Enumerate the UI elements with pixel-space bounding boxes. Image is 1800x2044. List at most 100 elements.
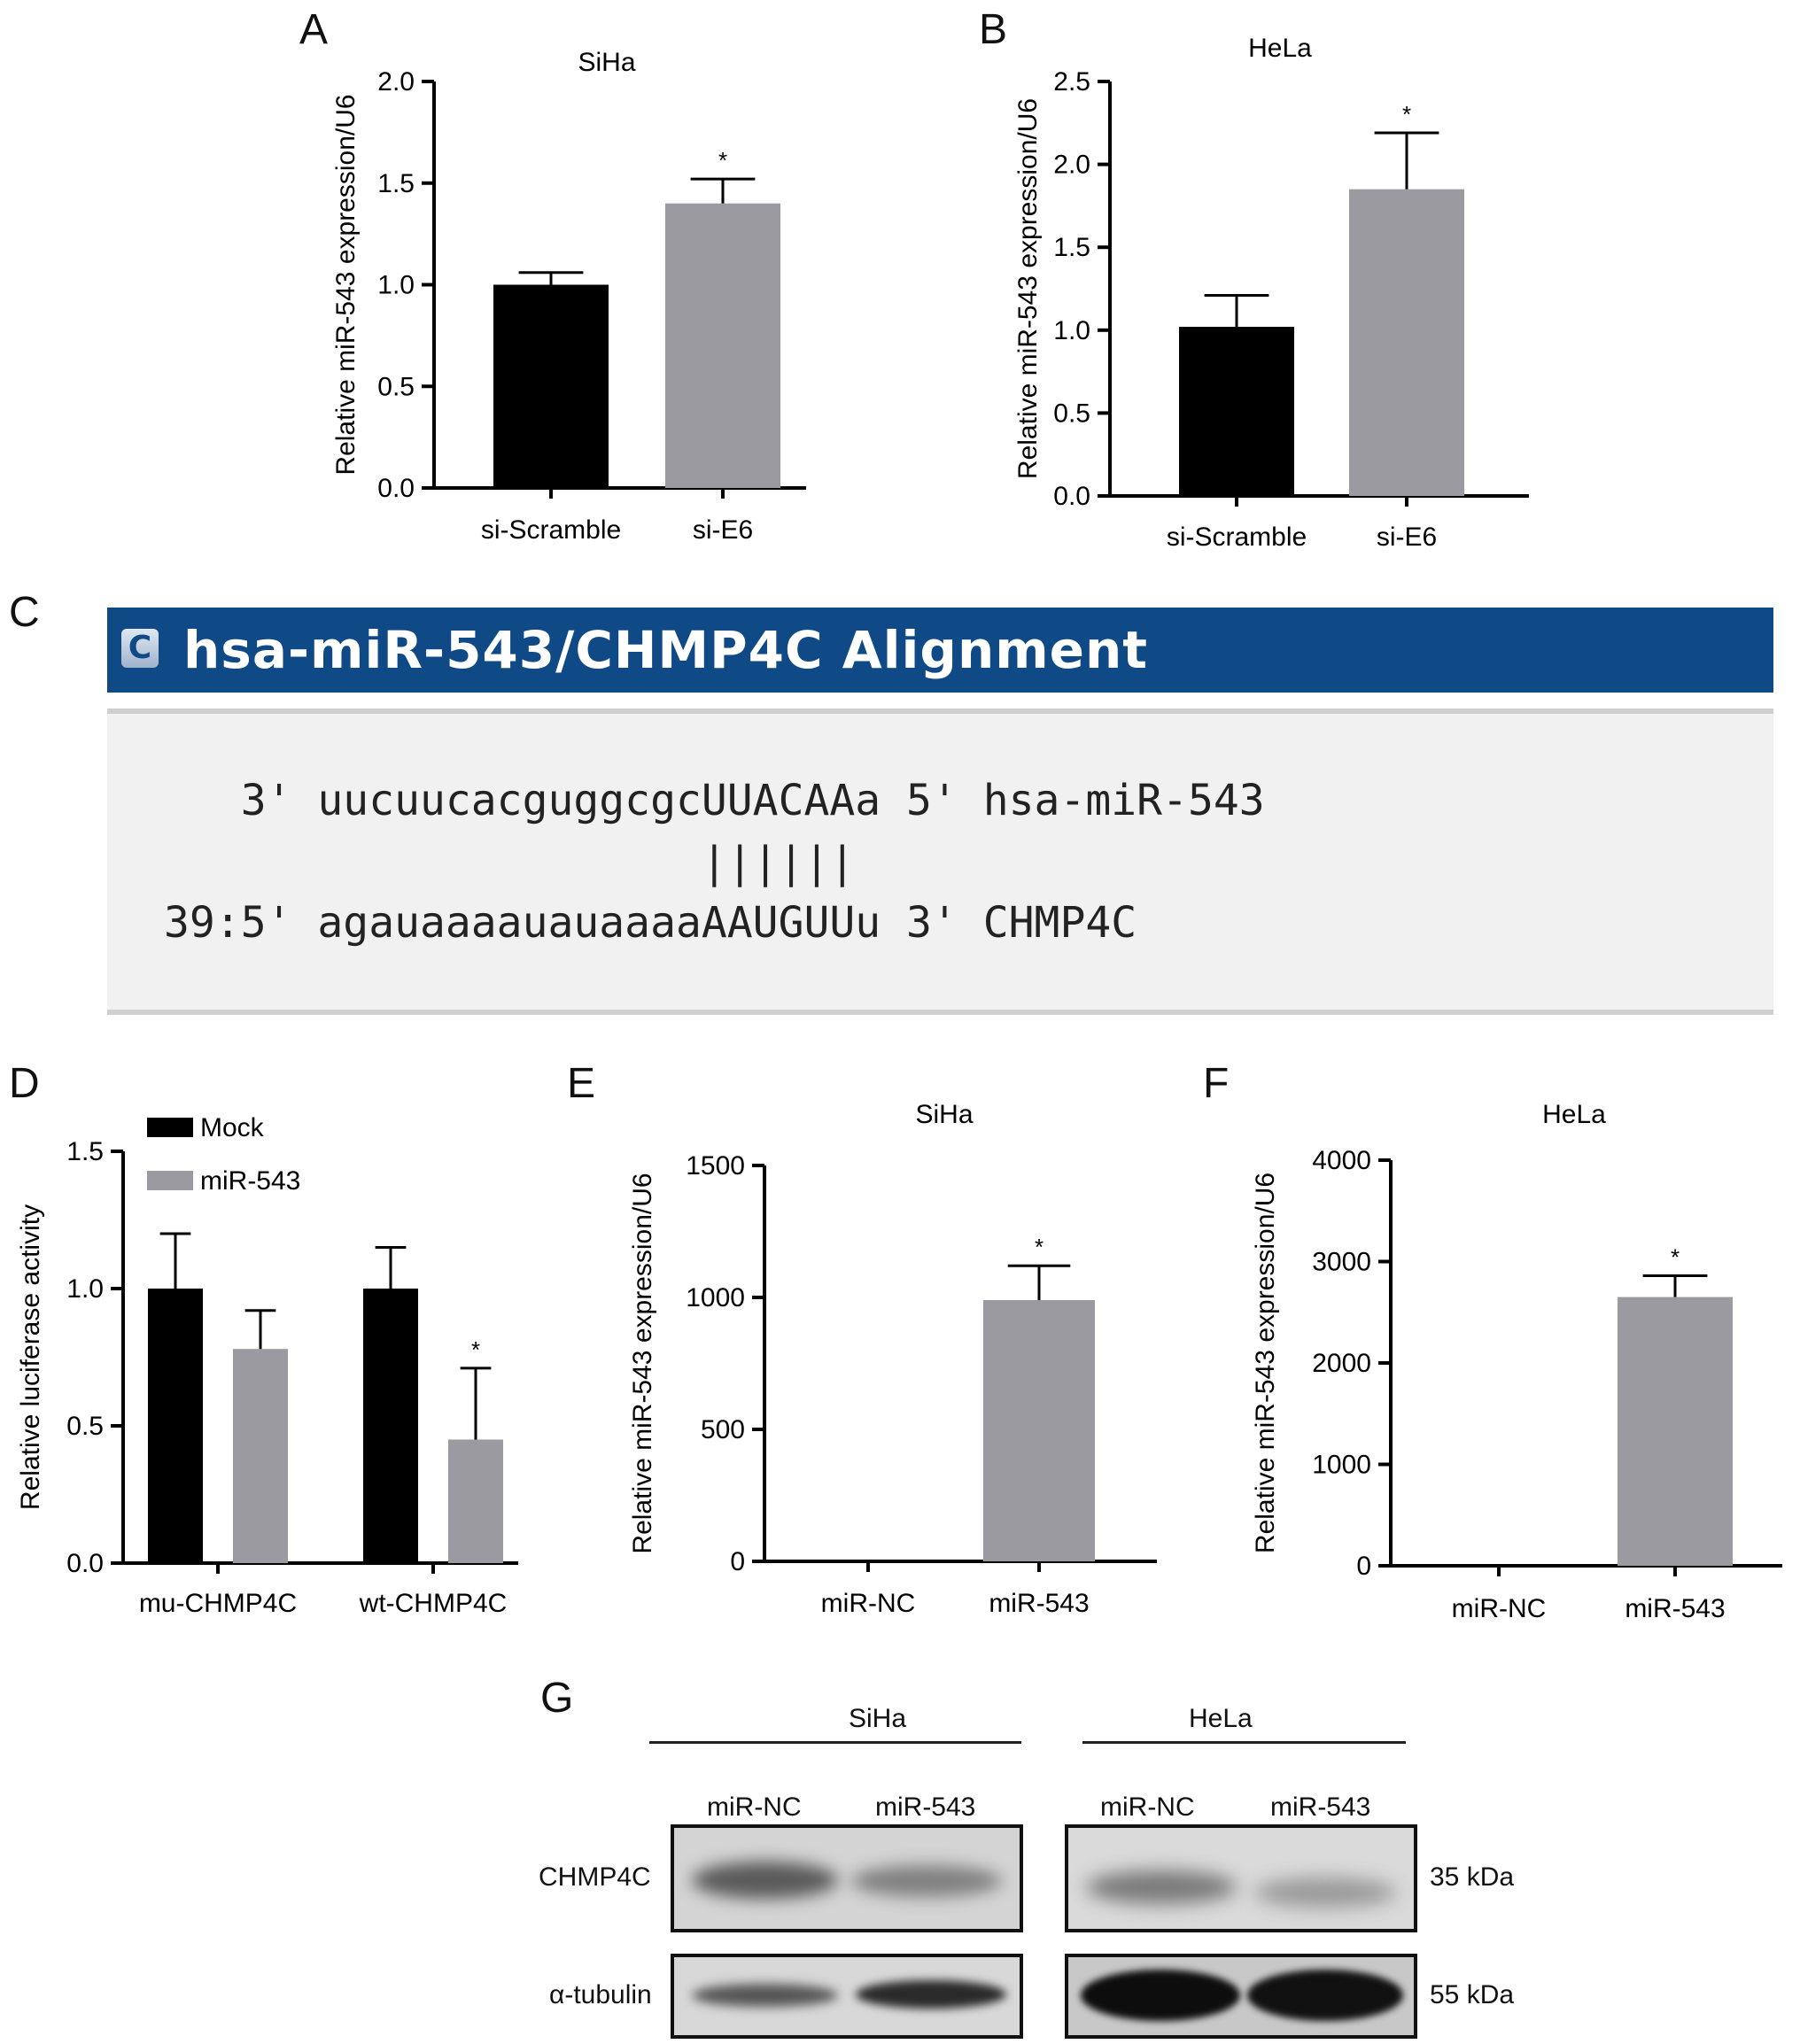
band-tubulin-hela-mirnc	[1081, 1970, 1240, 2021]
y-tick-label-d-1: 0.5	[66, 1412, 104, 1441]
x-tick-label-e-1: miR-543	[989, 1589, 1089, 1618]
y-axis-label-a: Relative miR-543 expression/U6	[331, 94, 361, 475]
blot-tubulin-siha	[671, 1954, 1023, 2039]
y-tick-label-e-3: 1500	[686, 1151, 745, 1181]
alignment-target-line: 39:5' agauaaaauauaaaaAAUGUUu 3' CHMP4C	[164, 898, 1137, 948]
bar-b-0	[1179, 327, 1294, 496]
row-label-alpha-tubulin: α-tubulin	[549, 1980, 652, 2009]
panel-letter-e: E	[567, 1060, 596, 1107]
x-tick-label-f-1: miR-543	[1625, 1594, 1725, 1623]
bar-f-1	[1618, 1297, 1733, 1566]
significance-f-1: *	[1671, 1244, 1680, 1271]
y-axis-label-e: Relative miR-543 expression/U6	[628, 1173, 657, 1553]
bar-a-0	[493, 284, 609, 488]
c-badge-letter: C	[128, 630, 152, 666]
bar-d-1-1	[448, 1439, 503, 1563]
chart-title-e: SiHa	[915, 1100, 973, 1129]
band-chmp4c-hela-mir543	[1254, 1878, 1396, 1908]
legend-label-d-0: Mock	[200, 1113, 265, 1142]
y-tick-label-f-2: 2000	[1312, 1349, 1371, 1378]
lane-label-2: miR-543	[875, 1792, 976, 1822]
panel-letter-c: C	[9, 589, 40, 636]
y-tick-label-b-1: 0.5	[1053, 399, 1090, 428]
alignment-title: hsa-miR-543/CHMP4C Alignment	[183, 620, 1149, 680]
legend-swatch-d-1	[147, 1171, 193, 1190]
y-tick-label-d-2: 1.0	[66, 1274, 104, 1304]
alignment-mirna-line: 3' uucuucacguggcgcUUACAAa 5' hsa-miR-543	[164, 776, 1265, 825]
legend-swatch-d-0	[147, 1118, 193, 1137]
band-chmp4c-siha-mirnc	[692, 1862, 838, 1899]
x-tick-label-a-0: si-Scramble	[481, 515, 621, 545]
y-tick-label-a-2: 1.0	[377, 271, 415, 300]
size-label-35kda: 35 kDa	[1430, 1862, 1515, 1892]
band-tubulin-siha-mirnc	[692, 1984, 838, 2007]
lane-label-4: miR-543	[1270, 1792, 1371, 1822]
band-chmp4c-hela-mirnc	[1086, 1870, 1237, 1904]
y-tick-label-f-4: 4000	[1312, 1146, 1371, 1175]
band-chmp4c-siha-mir543	[851, 1865, 1002, 1897]
y-tick-label-b-0: 0.0	[1053, 482, 1090, 511]
size-label-55kda: 55 kDa	[1430, 1980, 1515, 2009]
y-axis-label-f: Relative miR-543 expression/U6	[1251, 1173, 1280, 1553]
blot-chmp4c-siha	[671, 1824, 1023, 1932]
band-tubulin-hela-mir543	[1247, 1970, 1403, 2021]
bar-b-1	[1349, 189, 1464, 496]
y-tick-label-f-0: 0	[1356, 1552, 1371, 1581]
x-tick-label-f-0: miR-NC	[1452, 1594, 1547, 1623]
alignment-body: 3' uucuucacguggcgcUUACAAa 5' hsa-miR-543…	[107, 708, 1773, 1015]
x-tick-label-b-0: si-Scramble	[1167, 523, 1307, 552]
panel-letter-a: A	[299, 6, 329, 53]
bar-e-1	[983, 1299, 1095, 1561]
chart-title-b: HeLa	[1248, 34, 1312, 63]
y-tick-label-f-3: 3000	[1312, 1248, 1371, 1277]
y-tick-label-f-1: 1000	[1312, 1451, 1371, 1480]
y-tick-label-e-1: 500	[701, 1415, 745, 1444]
lane-label-3: miR-NC	[1100, 1792, 1195, 1822]
significance-d-1-1: *	[471, 1336, 480, 1363]
group-line-hela	[1082, 1741, 1406, 1744]
y-axis-label-d: Relative luciferase activity	[16, 1204, 45, 1510]
bar-a-1	[665, 203, 780, 488]
x-tick-label-d-1: wt-CHMP4C	[359, 1589, 508, 1618]
y-tick-label-d-3: 1.5	[66, 1137, 104, 1166]
band-tubulin-siha-mir543	[856, 1980, 1006, 2009]
panel-letter-d: D	[9, 1060, 40, 1107]
y-tick-label-b-3: 1.5	[1053, 233, 1090, 262]
bar-d-0-0	[148, 1289, 203, 1563]
y-tick-label-a-1: 0.5	[377, 372, 415, 401]
y-tick-label-d-0: 0.0	[66, 1549, 104, 1578]
panel-letter-f: F	[1203, 1060, 1230, 1107]
alignment-header: C hsa-miR-543/CHMP4C Alignment	[107, 608, 1773, 693]
significance-a-1: *	[718, 147, 727, 174]
y-axis-label-b: Relative miR-543 expression/U6	[1013, 98, 1043, 479]
significance-e-1: *	[1035, 1234, 1044, 1260]
c-badge-icon: C	[121, 629, 159, 668]
y-tick-label-b-2: 1.0	[1053, 316, 1090, 345]
significance-b-1: *	[1402, 101, 1411, 128]
group-line-siha	[649, 1741, 1021, 1744]
panel-letter-b: B	[979, 6, 1008, 53]
x-tick-label-b-1: si-E6	[1377, 523, 1437, 552]
group-label-hela: HeLa	[1189, 1704, 1253, 1733]
y-tick-label-a-3: 1.5	[377, 169, 415, 198]
row-label-chmp4c: CHMP4C	[539, 1862, 651, 1892]
bar-d-1-0	[363, 1289, 418, 1563]
alignment-pairing-line: ||||||	[164, 838, 856, 887]
blot-tubulin-hela	[1065, 1954, 1417, 2039]
y-tick-label-a-0: 0.0	[377, 474, 415, 503]
y-tick-label-e-0: 0	[730, 1547, 745, 1576]
lane-label-1: miR-NC	[707, 1792, 802, 1822]
group-label-siha: SiHa	[849, 1704, 907, 1733]
x-tick-label-a-1: si-E6	[693, 515, 753, 545]
x-tick-label-e-0: miR-NC	[821, 1589, 916, 1618]
chart-title-f: HeLa	[1542, 1100, 1606, 1129]
x-tick-label-d-0: mu-CHMP4C	[139, 1589, 297, 1618]
panel-letter-g: G	[540, 1675, 574, 1722]
blot-chmp4c-hela	[1065, 1824, 1417, 1932]
bar-d-0-1	[233, 1349, 288, 1563]
y-tick-label-a-4: 2.0	[377, 67, 415, 97]
y-tick-label-b-4: 2.0	[1053, 151, 1090, 180]
y-tick-label-b-5: 2.5	[1053, 67, 1090, 97]
chart-title-a: SiHa	[578, 48, 635, 77]
